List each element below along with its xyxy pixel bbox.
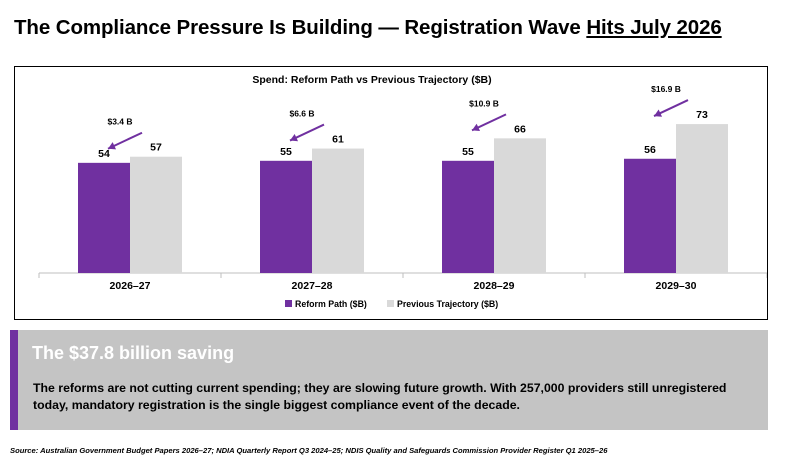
category-group: 54 57 $3.4 B 2026–27: [78, 117, 182, 292]
category-group: 56 73 $16.9 B 2029–30: [624, 84, 728, 292]
bar-reform-path: [260, 160, 312, 273]
data-label: 61: [332, 134, 344, 146]
callout-heading: The $37.8 billion saving: [32, 343, 235, 363]
data-label: 73: [696, 109, 708, 121]
annotation-arrow-head: [472, 123, 481, 131]
chart-panel: Spend: Reform Path vs Previous Trajector…: [14, 66, 768, 320]
bar-reform-path: [78, 162, 130, 273]
bar-reform-path: [624, 158, 676, 273]
chart-title: Spend: Reform Path vs Previous Trajector…: [252, 74, 491, 86]
legend-swatch: [387, 300, 394, 307]
legend-label: Reform Path ($B): [295, 299, 367, 309]
bar-previous-trajectory: [312, 148, 364, 273]
legend-swatch: [285, 300, 292, 307]
legend-label: Previous Trajectory ($B): [397, 299, 498, 309]
category-tick-label: 2026–27: [110, 280, 151, 292]
title-underlined: Hits July 2026: [586, 16, 722, 39]
source-note: Source: Australian Government Budget Pap…: [10, 446, 608, 455]
gap-annotation-label: $16.9 B: [651, 84, 681, 94]
category-tick-label: 2029–30: [656, 280, 697, 292]
category-group: 55 61 $6.6 B 2027–28: [260, 109, 364, 292]
bar-chart: Spend: Reform Path vs Previous Trajector…: [38, 74, 767, 309]
legend-item: Reform Path ($B): [285, 299, 367, 309]
data-label: 57: [150, 142, 162, 154]
category-group: 55 66 $10.9 B 2028–29: [442, 98, 546, 292]
callout-body: The reforms are not cutting current spen…: [33, 381, 727, 412]
bar-reform-path: [442, 160, 494, 273]
data-label: 56: [644, 144, 656, 156]
legend-item: Previous Trajectory ($B): [387, 299, 498, 309]
data-label: 55: [280, 146, 292, 158]
bar-previous-trajectory: [130, 156, 182, 273]
bar-previous-trajectory: [494, 138, 546, 273]
saving-callout: The $37.8 billion saving The reforms are…: [10, 330, 768, 430]
annotation-arrow-head: [290, 133, 299, 142]
gap-annotation-label: $10.9 B: [469, 98, 499, 108]
bar-previous-trajectory: [676, 124, 728, 273]
annotation-arrow-head: [108, 142, 117, 150]
category-tick-label: 2027–28: [292, 280, 333, 292]
page-title: The Compliance Pressure Is Building — Re…: [14, 16, 722, 40]
title-main: The Compliance Pressure Is Building — Re…: [14, 16, 587, 39]
category-tick-label: 2028–29: [474, 280, 515, 292]
data-label: 55: [462, 146, 474, 158]
annotation-arrow-head: [654, 109, 663, 117]
gap-annotation-label: $3.4 B: [107, 117, 132, 127]
data-label: 54: [98, 148, 110, 160]
gap-annotation-label: $6.6 B: [289, 109, 314, 119]
data-label: 66: [514, 123, 526, 135]
callout-accent-bar: [10, 330, 18, 430]
